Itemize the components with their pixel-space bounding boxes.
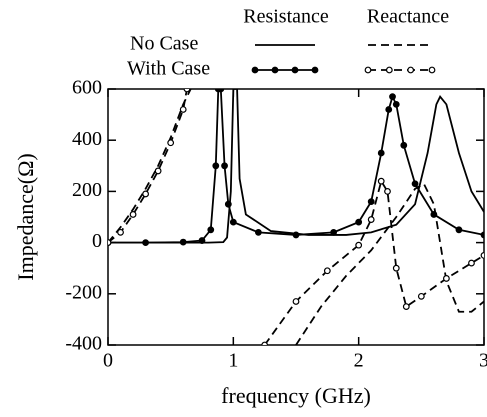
marker [142, 190, 150, 198]
marker [400, 141, 408, 149]
series-line [108, 89, 484, 244]
marker [198, 237, 206, 244]
marker [224, 200, 232, 208]
marker [407, 66, 415, 74]
marker [330, 228, 338, 236]
marker [212, 162, 220, 170]
marker [385, 66, 393, 74]
marker [217, 89, 225, 93]
marker [261, 341, 269, 345]
marker [364, 66, 372, 74]
marker [179, 106, 187, 113]
marker [183, 89, 191, 93]
plot-frame [107, 88, 485, 346]
marker [323, 267, 331, 275]
marker [142, 239, 150, 247]
marker [167, 139, 175, 147]
marker [455, 226, 463, 234]
marker [468, 259, 475, 267]
marker [271, 66, 279, 74]
marker [355, 218, 363, 226]
y-tick-label: 0 [92, 230, 102, 252]
marker [402, 303, 410, 311]
marker [311, 66, 319, 74]
marker [179, 238, 187, 246]
marker [254, 228, 262, 236]
y-tick-label: 400 [72, 128, 102, 150]
marker [392, 100, 400, 108]
marker [428, 66, 436, 74]
x-tick-label: 1 [228, 350, 238, 372]
series-line [108, 89, 484, 345]
marker [411, 180, 419, 188]
marker [292, 231, 300, 239]
marker [377, 149, 385, 157]
legend-row: No Case [130, 33, 198, 55]
y-tick-label: 600 [72, 77, 102, 99]
legend-column: Reactance [367, 6, 449, 28]
x-tick-label: 0 [103, 350, 113, 372]
marker [480, 231, 484, 239]
marker [480, 252, 484, 259]
marker [377, 177, 385, 185]
x-tick-label: 2 [354, 350, 364, 372]
marker [154, 167, 162, 175]
marker [367, 198, 375, 206]
legend-column: Resistance [243, 6, 329, 28]
marker [292, 298, 300, 305]
marker [355, 241, 363, 249]
marker [117, 228, 124, 236]
marker [129, 211, 137, 218]
x-tick-label: 3 [479, 350, 487, 372]
marker [385, 106, 393, 113]
y-tick-label: -200 [65, 281, 102, 303]
series-line [108, 89, 484, 345]
marker [291, 66, 299, 74]
series-line [108, 89, 484, 244]
plot-area [108, 89, 484, 345]
marker [417, 292, 425, 300]
y-tick-label: -400 [65, 333, 102, 355]
y-axis-label: Impedance(Ω) [13, 153, 38, 281]
y-tick-label: 200 [72, 179, 102, 201]
marker [221, 162, 228, 170]
legend-row: With Case [127, 58, 210, 80]
marker [392, 264, 400, 272]
marker [384, 187, 391, 195]
marker [207, 226, 215, 234]
marker [443, 275, 450, 282]
marker [367, 216, 375, 223]
marker [229, 218, 237, 226]
marker [108, 239, 112, 246]
marker [389, 93, 396, 101]
marker [251, 66, 259, 74]
x-axis-label: frequency (GHz) [221, 383, 371, 408]
